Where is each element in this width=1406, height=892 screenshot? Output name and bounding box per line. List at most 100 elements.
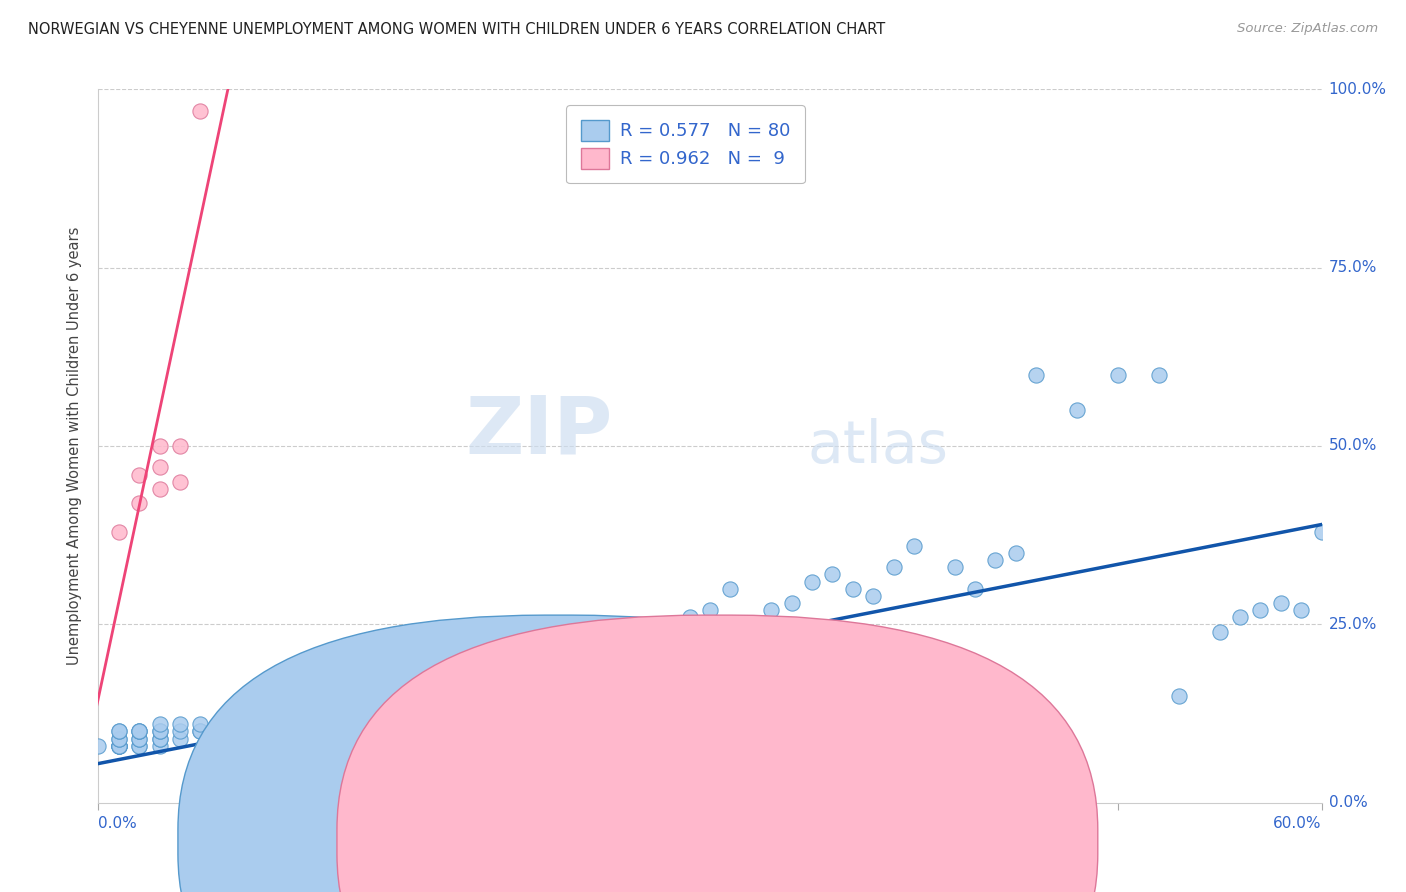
- Point: [188, 717, 212, 731]
- Point: [128, 731, 150, 746]
- Point: [576, 632, 599, 646]
- Point: [841, 582, 863, 596]
- Point: [270, 703, 294, 717]
- Text: 25.0%: 25.0%: [1329, 617, 1376, 632]
- Point: [516, 646, 538, 660]
- Text: ZIP: ZIP: [465, 392, 612, 471]
- Point: [149, 717, 172, 731]
- Point: [108, 739, 131, 753]
- Point: [128, 467, 150, 482]
- Point: [718, 582, 742, 596]
- Point: [169, 731, 191, 746]
- Point: [637, 624, 661, 639]
- Point: [149, 724, 172, 739]
- FancyBboxPatch shape: [179, 615, 939, 892]
- Point: [128, 496, 150, 510]
- Y-axis label: Unemployment Among Women with Children Under 6 years: Unemployment Among Women with Children U…: [67, 227, 83, 665]
- Point: [128, 739, 150, 753]
- Point: [883, 560, 905, 574]
- Point: [658, 617, 681, 632]
- Text: 75.0%: 75.0%: [1329, 260, 1376, 275]
- Point: [188, 103, 212, 118]
- Point: [332, 689, 354, 703]
- Point: [149, 739, 172, 753]
- Point: [128, 724, 150, 739]
- Point: [108, 731, 131, 746]
- Point: [169, 717, 191, 731]
- Legend: R = 0.577   N = 80, R = 0.962   N =  9: R = 0.577 N = 80, R = 0.962 N = 9: [567, 105, 806, 183]
- Text: 60.0%: 60.0%: [1274, 816, 1322, 831]
- Point: [1291, 603, 1313, 617]
- Text: 50.0%: 50.0%: [1329, 439, 1376, 453]
- Point: [495, 653, 517, 667]
- Point: [679, 610, 702, 624]
- Point: [149, 439, 172, 453]
- Point: [801, 574, 824, 589]
- Point: [149, 460, 172, 475]
- Point: [1270, 596, 1292, 610]
- Point: [1147, 368, 1170, 382]
- Point: [291, 696, 314, 710]
- Point: [555, 639, 579, 653]
- Point: [373, 674, 395, 689]
- Point: [149, 731, 172, 746]
- Point: [821, 567, 844, 582]
- Point: [392, 674, 416, 689]
- Text: 100.0%: 100.0%: [1329, 82, 1386, 96]
- Text: 0.0%: 0.0%: [1329, 796, 1368, 810]
- Text: Norwegians: Norwegians: [582, 835, 672, 849]
- Point: [87, 739, 110, 753]
- Point: [536, 639, 558, 653]
- Point: [291, 689, 314, 703]
- Point: [149, 482, 172, 496]
- Point: [413, 667, 436, 681]
- Point: [231, 717, 253, 731]
- Point: [169, 475, 191, 489]
- Point: [1249, 603, 1271, 617]
- Point: [128, 739, 150, 753]
- Point: [149, 724, 172, 739]
- Point: [169, 724, 191, 739]
- Point: [108, 739, 131, 753]
- Point: [434, 660, 457, 674]
- Point: [352, 689, 374, 703]
- Point: [108, 739, 131, 753]
- Point: [108, 739, 131, 753]
- Point: [188, 724, 212, 739]
- Point: [862, 589, 884, 603]
- Point: [250, 703, 273, 717]
- Point: [454, 653, 477, 667]
- Point: [231, 710, 253, 724]
- Point: [128, 724, 150, 739]
- Point: [699, 603, 721, 617]
- Point: [1209, 624, 1232, 639]
- Point: [312, 696, 335, 710]
- Point: [188, 724, 212, 739]
- Point: [108, 724, 131, 739]
- Point: [598, 624, 620, 639]
- Point: [1025, 368, 1047, 382]
- Point: [984, 553, 1007, 567]
- Point: [108, 724, 131, 739]
- Text: 0.0%: 0.0%: [98, 816, 138, 831]
- Point: [761, 603, 783, 617]
- Point: [108, 524, 131, 539]
- Point: [1229, 610, 1251, 624]
- Point: [1107, 368, 1129, 382]
- Point: [1310, 524, 1333, 539]
- Point: [209, 724, 232, 739]
- Point: [780, 596, 803, 610]
- Point: [474, 646, 498, 660]
- Point: [617, 632, 640, 646]
- Point: [108, 739, 131, 753]
- Point: [128, 724, 150, 739]
- Point: [1066, 403, 1088, 417]
- Point: [149, 731, 172, 746]
- Point: [965, 582, 987, 596]
- Text: Source: ZipAtlas.com: Source: ZipAtlas.com: [1237, 22, 1378, 36]
- Point: [128, 731, 150, 746]
- Point: [943, 560, 966, 574]
- Text: atlas: atlas: [808, 417, 949, 475]
- Text: Cheyenne: Cheyenne: [741, 835, 818, 849]
- Point: [1004, 546, 1026, 560]
